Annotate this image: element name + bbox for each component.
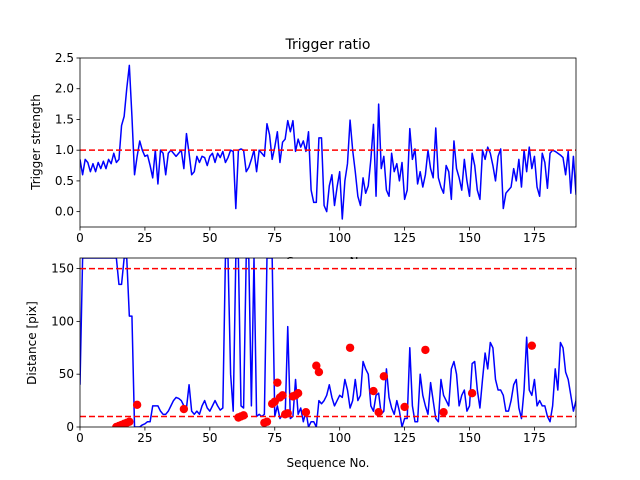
y-tick-label: 50 xyxy=(59,367,74,381)
data-marker xyxy=(314,367,324,377)
y-tick-label: 0.5 xyxy=(55,174,74,188)
data-marker xyxy=(273,378,282,387)
plot-frame xyxy=(79,57,577,228)
x-tick-label: 50 xyxy=(202,231,217,245)
data-marker xyxy=(374,408,383,417)
series-line xyxy=(80,64,576,220)
data-marker xyxy=(293,389,303,398)
x-tick-label: 25 xyxy=(137,231,152,245)
x-tick-label: 75 xyxy=(267,231,282,245)
data-marker xyxy=(132,400,142,410)
trigger-ratio-chart: Trigger ratio Trigger strength 0 25 50 75 10… xyxy=(29,37,577,245)
y-axis-label: Trigger strength xyxy=(29,94,43,191)
x-tick-label: 125 xyxy=(393,431,416,445)
data-marker xyxy=(345,343,355,352)
data-marker xyxy=(278,391,287,400)
data-marker xyxy=(369,386,378,396)
data-marker xyxy=(421,345,430,355)
data-marker xyxy=(239,411,248,420)
data-marker xyxy=(283,409,292,418)
plot-area: 0 25 50 75 100 125 150 175 0.0 0.5 1.0 1.5 2.0 2.5 xyxy=(55,51,577,245)
data-marker xyxy=(301,408,311,417)
y-tick-label: 1.0 xyxy=(55,143,74,157)
x-axis-label-wrapper: Sequence No. xyxy=(287,255,370,269)
x-tick-label: 50 xyxy=(202,431,217,445)
x-tick-label: 75 xyxy=(267,431,282,445)
plot-area: 0 25 50 75 100 125 150 175 0 50 100 150 xyxy=(51,257,577,445)
y-tick-label: 0.0 xyxy=(55,205,74,219)
distance-chart: Distance [pix] 0 25 50 75 100 125 150 175 0 50 100… xyxy=(25,257,577,470)
data-marker xyxy=(125,417,134,426)
y-tick-label: 150 xyxy=(51,262,74,276)
data-marker xyxy=(379,372,389,381)
x-tick-label: 125 xyxy=(393,231,416,245)
y-tick-label: 2.5 xyxy=(55,51,74,65)
chart-title: Trigger ratio xyxy=(284,37,370,53)
data-marker xyxy=(179,404,189,414)
x-tick-label: 175 xyxy=(523,431,546,445)
x-tick-label: 0 xyxy=(76,231,84,245)
y-tick-label: 0 xyxy=(66,420,74,434)
y-tick-label: 100 xyxy=(51,314,74,328)
x-axis-label: Sequence No. xyxy=(287,456,370,470)
x-tick-label: 0 xyxy=(76,431,84,445)
data-marker xyxy=(439,408,448,417)
data-marker xyxy=(400,402,409,412)
x-tick-label: 150 xyxy=(458,431,481,445)
x-tick-label: 150 xyxy=(458,231,481,245)
x-tick-label: 25 xyxy=(137,431,152,445)
y-tick-label: 1.5 xyxy=(55,112,74,126)
y-tick-label: 2.0 xyxy=(55,82,74,96)
y-axis-label: Distance [pix] xyxy=(25,301,39,385)
plot-frame xyxy=(79,257,577,428)
x-axis-label: Sequence No. xyxy=(287,255,370,269)
data-marker xyxy=(467,389,477,398)
data-marker xyxy=(312,361,321,370)
x-tick-label: 100 xyxy=(328,231,351,245)
data-marker xyxy=(527,341,537,350)
x-tick-label: 100 xyxy=(328,431,351,445)
data-marker xyxy=(262,417,272,426)
series-line xyxy=(80,258,576,427)
x-tick-label: 175 xyxy=(523,231,546,245)
